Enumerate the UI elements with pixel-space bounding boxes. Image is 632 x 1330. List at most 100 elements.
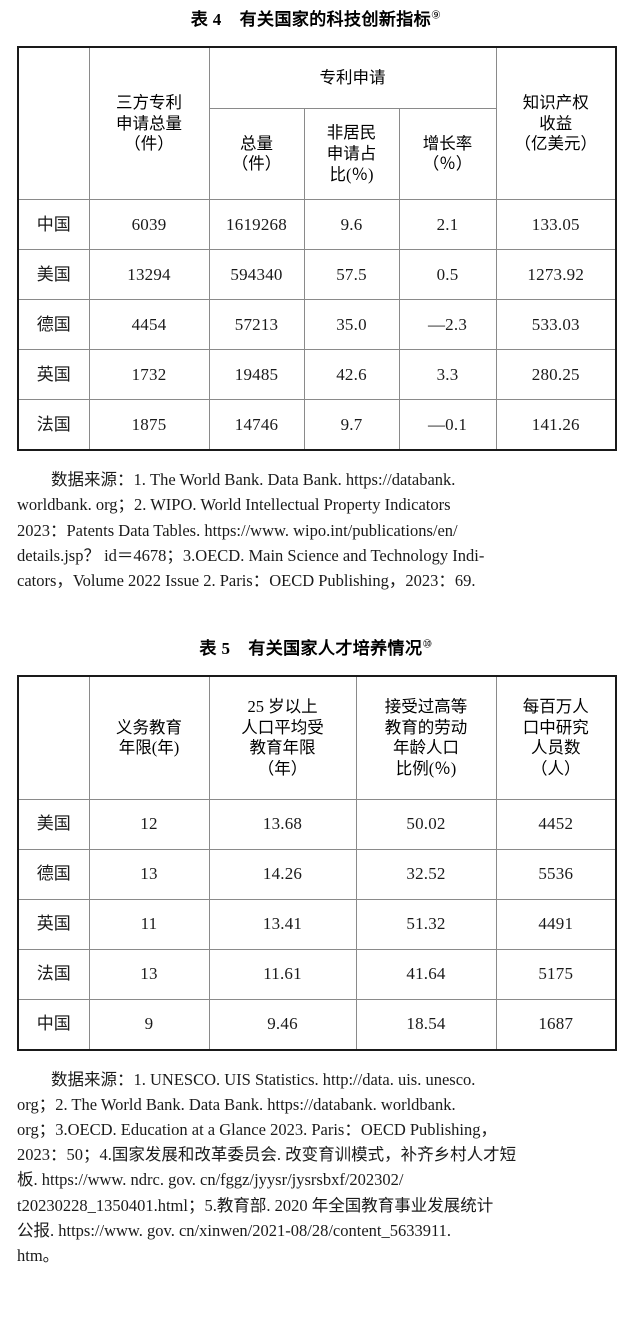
- table4-header-triadic-patents: 三方专利 申请总量 （件）: [88, 46, 210, 201]
- table5-row2-compulsory: 11: [88, 899, 210, 951]
- table-row: 美国 13294 594340 57.5 0.5 1273.92: [17, 249, 617, 301]
- table4-row0-nonresident: 9.6: [303, 199, 400, 251]
- table5-corner-cell: [18, 676, 90, 801]
- table4-source-gap: [0, 451, 632, 467]
- table4-row2-growth: —2.3: [398, 299, 497, 351]
- table5-row0-researchers: 4452: [495, 799, 617, 851]
- table5-row4-country: 中国: [17, 999, 90, 1051]
- table5-row2-researchers: 4491: [495, 899, 617, 951]
- table5-header-higher-line2: 教育的劳动: [384, 717, 468, 737]
- table5-source-line-6: 公报. https://www. gov. cn/xinwen/2021-08/…: [17, 1220, 452, 1240]
- table-row: 英国 11 13.41 51.32 4491: [17, 899, 617, 951]
- table5-header-researchers-line3: 人员数: [531, 738, 581, 758]
- table4-header-total: 总量 （件）: [208, 108, 305, 201]
- table4-header-growth-rate: 增长率 （％）: [398, 108, 497, 201]
- table4-row0-triadic: 6039: [88, 199, 210, 251]
- table5-source-line-5: t20230228_1350401.html；5.教育部. 2020 年全国教育…: [17, 1195, 494, 1215]
- table5-source-line-2: org；3.OECD. Education at a Glance 2023. …: [17, 1120, 497, 1140]
- table4-row4-country: 法国: [17, 399, 90, 451]
- table5-row2-avg-years: 13.41: [208, 899, 357, 951]
- table-row: 英国 1732 19485 42.6 3.3 280.25: [17, 349, 617, 401]
- table5-row0-compulsory: 12: [88, 799, 210, 851]
- table4: 三方专利 申请总量 （件） 专利申请 知识产权 收益 （亿美元） 总量 （件）: [17, 46, 617, 452]
- table4-header-nonresident-line1: 非居民: [326, 123, 377, 143]
- table4-caption: 表 4 有关国家的科技创新指标⑨: [0, 10, 632, 30]
- table4-header-ip-revenue-line2: 收益: [539, 113, 573, 133]
- table-row: 美国 12 13.68 50.02 4452: [17, 799, 617, 851]
- table5-header-avg-line3: 教育年限: [249, 738, 316, 758]
- table5-row1-researchers: 5536: [495, 849, 617, 901]
- table4-header-row-2: 总量 （件） 非居民 申请占 比(％) 增长率 （％）: [18, 108, 616, 201]
- table5-row3-avg-years: 11.61: [208, 949, 357, 1001]
- table5-header-higher-line3: 年龄人口: [393, 738, 459, 758]
- table5-source-note: 数据来源：1. UNESCO. UIS Statistics. http://d…: [0, 1067, 632, 1268]
- table4-header-growth-line2: （％）: [422, 154, 473, 174]
- table4-wrapper: 三方专利 申请总量 （件） 专利申请 知识产权 收益 （亿美元） 总量 （件）: [0, 46, 632, 452]
- table4-source-line-3: details.jsp？ id＝4678；3.OECD. Main Scienc…: [17, 545, 485, 565]
- table-row: 德国 13 14.26 32.52 5536: [17, 849, 617, 901]
- table-row: 法国 1875 14746 9.7 —0.1 141.26: [17, 399, 617, 451]
- table5-header-avg-line2: 人口平均受: [241, 717, 324, 737]
- table4-row0-ip-revenue: 133.05: [495, 199, 617, 251]
- table5-caption-label: 表 5: [199, 638, 231, 658]
- table5-source-line-3: 2023：50；4.国家发展和改革委员会. 改变育训模式，补齐乡村人才短: [17, 1145, 517, 1165]
- table5-caption-gap: [0, 659, 632, 675]
- table5-row3-researchers: 5175: [495, 949, 617, 1001]
- table4-header-triadic-line2: 申请总量: [116, 113, 182, 133]
- table5-source-gap: [0, 1051, 632, 1067]
- table5-row3-higher-edu: 41.64: [355, 949, 497, 1001]
- table5: 义务教育 年限(年) 25 岁以上 人口平均受 教育年限 （年） 接受过高等 教…: [17, 675, 617, 1052]
- table5-row3-country: 法国: [17, 949, 90, 1001]
- table5-header-compulsory-line1: 义务教育: [116, 717, 182, 737]
- table4-source-line-1: worldbank. org；2. WIPO. World Intellectu…: [17, 495, 451, 515]
- table4-row0-total: 1619268: [208, 199, 305, 251]
- table4-row0-growth: 2.1: [398, 199, 497, 251]
- table5-source-line-7: htm。: [17, 1245, 60, 1265]
- table5-header-avg-line4: （年）: [257, 758, 308, 778]
- table5-row1-country: 德国: [17, 849, 90, 901]
- table4-header-patent-application-group: 专利申请: [208, 46, 497, 110]
- table4-row3-total: 19485: [208, 349, 305, 401]
- table4-row2-country: 德国: [17, 299, 90, 351]
- table4-row3-nonresident: 42.6: [303, 349, 400, 401]
- table4-caption-superscript: ⑨: [431, 9, 442, 22]
- table4-caption-title: 有关国家的科技创新指标: [239, 10, 432, 29]
- top-spacer: [0, 0, 632, 10]
- table-row: 法国 13 11.61 41.64 5175: [17, 949, 617, 1001]
- table5-row0-country: 美国: [17, 799, 90, 851]
- table5-header-avg-line1: 25 岁以上: [247, 696, 318, 716]
- table5-source-line-1: org；2. The World Bank. Data Bank. https:…: [17, 1095, 456, 1115]
- table5-source-text-0: 数据来源：1. UNESCO. UIS Statistics. http://d…: [51, 1070, 476, 1090]
- table4-header-triadic-line1: 三方专利: [116, 92, 182, 112]
- table4-row3-triadic: 1732: [88, 349, 210, 401]
- table5-row0-higher-edu: 50.02: [355, 799, 497, 851]
- table5-row4-compulsory: 9: [88, 999, 210, 1051]
- table4-row3-growth: 3.3: [398, 349, 497, 401]
- table4-header-nonresident-line2: 申请占: [326, 144, 377, 164]
- table4-row1-triadic: 13294: [88, 249, 210, 301]
- table4-row2-nonresident: 35.0: [303, 299, 400, 351]
- table4-header-nonresident-line3: 比(％): [329, 164, 374, 184]
- table4-row3-country: 英国: [17, 349, 90, 401]
- table4-row0-country: 中国: [17, 199, 90, 251]
- table4-row4-total: 14746: [208, 399, 305, 451]
- table4-header-growth-line1: 增长率: [422, 133, 473, 153]
- table4-header-total-line1: 总量: [240, 133, 273, 153]
- table4-header-nonresident: 非居民 申请占 比(％): [303, 108, 400, 201]
- table5-header-higher-line4: 比例(％): [395, 758, 457, 778]
- table5-row1-higher-edu: 32.52: [355, 849, 497, 901]
- table5-caption: 表 5 有关国家人才培养情况⑩: [0, 639, 632, 659]
- table5-header-higher-education-share: 接受过高等 教育的劳动 年龄人口 比例(％): [355, 675, 497, 801]
- table5-row4-researchers: 1687: [495, 999, 617, 1051]
- table5-row4-higher-edu: 18.54: [355, 999, 497, 1051]
- table4-source-text-0: 数据来源：1. The World Bank. Data Bank. https…: [51, 470, 456, 490]
- table4-header-row-1: 三方专利 申请总量 （件） 专利申请 知识产权 收益 （亿美元）: [18, 46, 617, 201]
- table4-header-ip-revenue-line3: （亿美元）: [514, 134, 598, 154]
- table4-header-triadic-line3: （件）: [124, 134, 174, 154]
- table5-row1-compulsory: 13: [88, 849, 210, 901]
- table5-header-compulsory-line2: 年限(年): [118, 738, 180, 758]
- table4-source-line-2: 2023：Patents Data Tables. https://www. w…: [17, 520, 458, 540]
- table5-header-researchers-line1: 每百万人: [522, 696, 589, 716]
- table4-row4-ip-revenue: 141.26: [495, 399, 617, 451]
